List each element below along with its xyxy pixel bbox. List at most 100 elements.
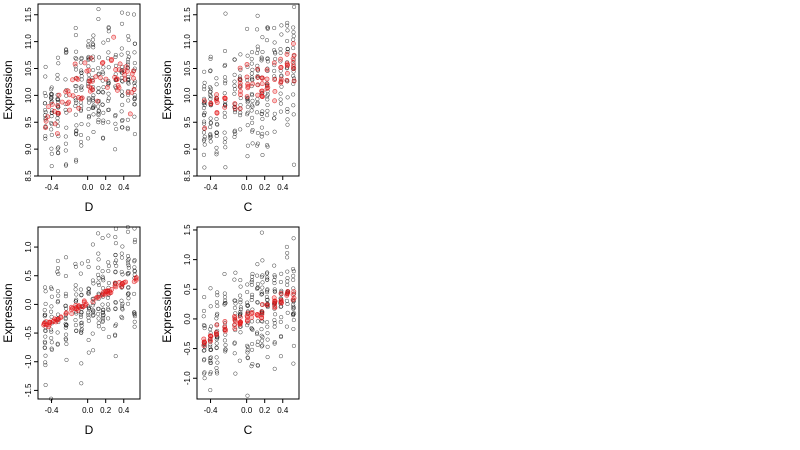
data-point xyxy=(284,298,289,303)
x-tick-label: 0.2 xyxy=(259,406,271,415)
fitted-point xyxy=(271,60,277,66)
data-point xyxy=(208,120,213,125)
data-point xyxy=(42,90,47,96)
data-point xyxy=(74,297,79,302)
fitted-point xyxy=(76,95,81,100)
data-point xyxy=(86,43,91,48)
data-point xyxy=(91,129,96,135)
data-point xyxy=(42,285,48,290)
data-point xyxy=(201,152,206,157)
data-point xyxy=(238,307,243,312)
fitted-point xyxy=(237,89,243,94)
y-tick-label: 8.5 xyxy=(183,170,192,182)
data-point xyxy=(238,284,243,289)
data-point xyxy=(222,130,227,135)
data-point xyxy=(215,290,220,295)
data-point xyxy=(101,71,106,76)
data-point xyxy=(208,139,213,144)
fitted-point xyxy=(222,327,228,333)
data-point xyxy=(255,286,260,291)
data-point xyxy=(91,42,96,48)
data-point xyxy=(132,258,137,263)
data-point xyxy=(233,371,238,376)
data-point xyxy=(238,311,243,316)
data-point xyxy=(73,25,78,31)
data-point xyxy=(125,117,130,122)
data-point xyxy=(214,82,219,87)
data-point xyxy=(284,244,289,249)
data-point xyxy=(201,105,206,111)
data-point xyxy=(91,112,96,117)
fitted-point xyxy=(244,318,250,324)
data-point xyxy=(285,255,290,260)
data-point xyxy=(63,134,68,139)
data-point xyxy=(96,311,101,316)
data-point xyxy=(56,134,61,139)
data-point xyxy=(249,56,254,61)
data-point xyxy=(249,326,254,331)
data-point xyxy=(101,315,106,320)
fitted-point xyxy=(237,84,243,90)
data-point xyxy=(265,26,270,31)
data-point xyxy=(245,393,250,398)
data-point xyxy=(74,56,79,62)
data-point xyxy=(55,76,60,82)
data-point xyxy=(260,280,265,285)
data-point xyxy=(238,127,243,132)
data-point xyxy=(265,297,270,302)
data-point xyxy=(285,269,290,274)
data-point xyxy=(86,136,91,141)
data-point xyxy=(278,91,283,96)
data-point xyxy=(125,66,130,71)
data-point xyxy=(238,278,243,283)
data-point xyxy=(291,269,296,274)
data-point xyxy=(78,312,83,317)
data-point xyxy=(126,37,131,43)
data-point xyxy=(100,276,106,281)
x-tick-label: 0.0 xyxy=(82,406,94,415)
x-tick-label: -0.4 xyxy=(204,406,218,415)
data-point xyxy=(202,295,207,300)
fitted-point xyxy=(232,101,238,107)
data-point xyxy=(49,151,54,156)
fitted-point xyxy=(291,289,297,294)
data-point xyxy=(86,318,91,323)
data-point xyxy=(132,41,138,46)
x-tick-label: 0.2 xyxy=(100,406,112,415)
data-point xyxy=(291,305,296,311)
x-tick-label: -0.4 xyxy=(204,183,218,192)
data-point xyxy=(264,271,269,276)
data-point xyxy=(232,277,237,282)
data-point xyxy=(132,310,137,315)
data-point xyxy=(42,113,48,118)
fitted-point xyxy=(245,85,251,91)
x-tick-label: -0.4 xyxy=(45,406,59,415)
fitted-point xyxy=(278,291,284,296)
data-point xyxy=(250,274,255,279)
fitted-point xyxy=(214,100,220,105)
data-point xyxy=(91,93,96,98)
data-point xyxy=(254,110,260,115)
fitted-point xyxy=(67,107,72,113)
data-point xyxy=(49,336,54,341)
data-point xyxy=(132,66,137,71)
fitted-point xyxy=(56,92,62,98)
data-point xyxy=(284,324,289,329)
fitted-point xyxy=(46,322,52,328)
fitted-point xyxy=(278,300,284,305)
data-point xyxy=(119,269,124,275)
data-point xyxy=(291,361,296,366)
data-point xyxy=(86,57,91,62)
data-point xyxy=(291,162,297,167)
x-tick-label: 0.4 xyxy=(118,183,130,192)
data-point xyxy=(79,143,84,148)
fitted-point xyxy=(272,304,278,309)
data-point xyxy=(49,114,54,119)
data-point xyxy=(250,98,255,103)
data-point xyxy=(233,298,238,303)
fitted-point xyxy=(284,51,290,57)
data-point xyxy=(265,68,270,74)
data-point xyxy=(125,258,130,263)
data-point xyxy=(250,141,255,146)
data-point xyxy=(101,118,106,123)
